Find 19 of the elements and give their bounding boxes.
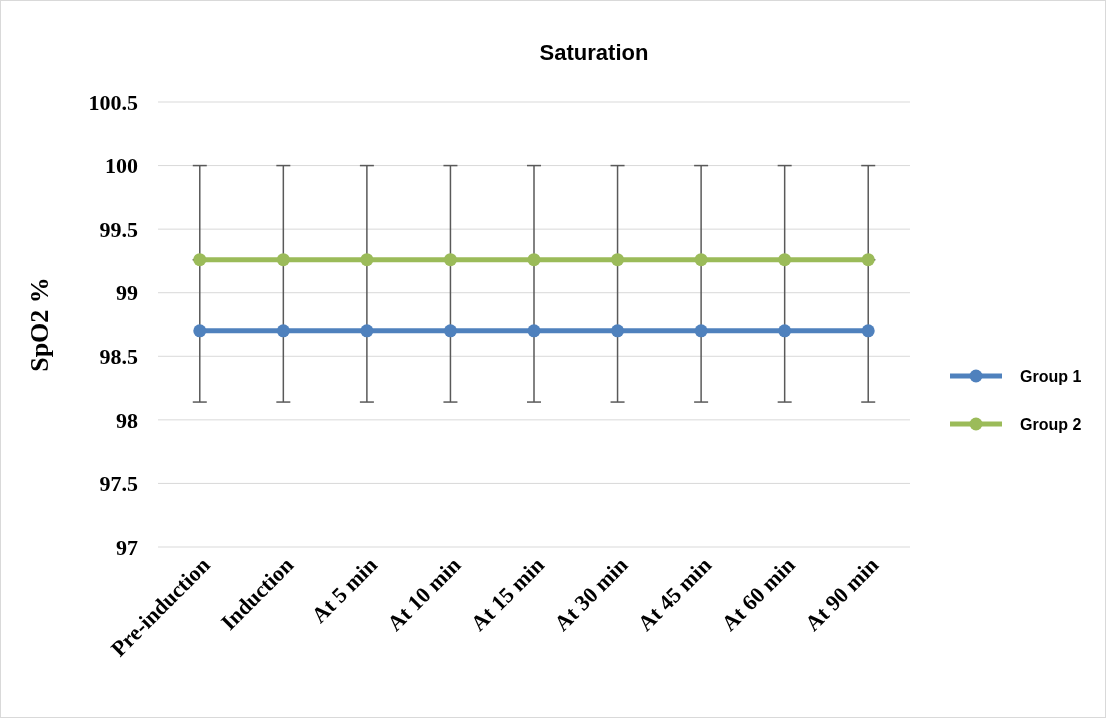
y-tick-label: 99	[116, 280, 138, 306]
legend-label: Group 2	[1020, 415, 1082, 433]
chart-title: Saturation	[539, 40, 649, 65]
legend-label: Group 1	[1020, 367, 1082, 385]
y-tick-label: 97.5	[99, 471, 138, 497]
y-tick-label: 100	[105, 153, 138, 179]
x-tick-label: At 10 min	[382, 552, 466, 636]
x-tick-label: At 30 min	[549, 552, 633, 636]
x-tick-label: At 60 min	[716, 552, 800, 636]
x-tick-label: At 15 min	[465, 552, 549, 636]
y-tick-label: 100.5	[88, 89, 138, 115]
x-tick-label: At 90 min	[799, 552, 884, 636]
y-tick-label: 97	[116, 534, 138, 560]
y-axis-title: SpO2 %	[25, 277, 54, 372]
x-tick-label: At 45 min	[632, 552, 717, 636]
y-tick-label: 98	[116, 407, 138, 433]
y-tick-label: 98.5	[99, 343, 138, 369]
y-tick-label: 99.5	[99, 216, 138, 242]
x-tick-label: At 5 min	[306, 552, 382, 628]
